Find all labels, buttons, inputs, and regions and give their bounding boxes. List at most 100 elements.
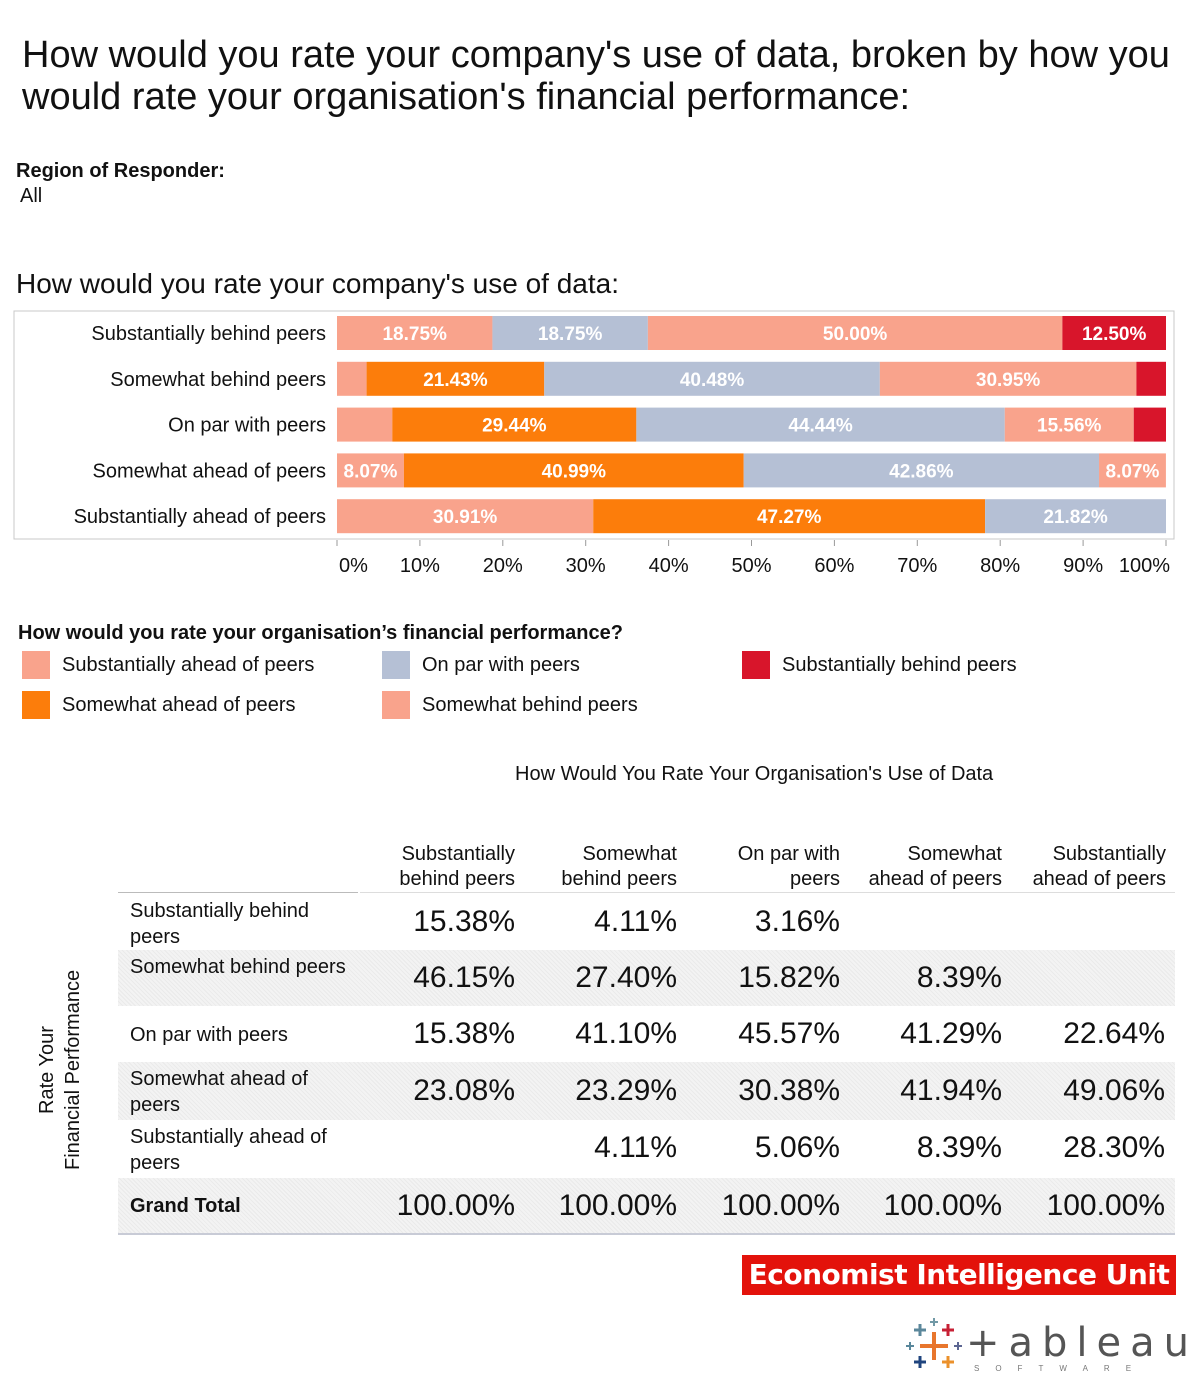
tick-label: 80%	[980, 555, 1020, 577]
table-cell	[842, 894, 1002, 950]
table-cell: 41.94%	[900, 1074, 1002, 1107]
category-label: Substantially ahead of peers	[74, 506, 326, 528]
bar-segment[interactable]	[593, 499, 986, 534]
legend-item-somewhat-ahead[interactable]: Somewhat ahead of peers	[22, 691, 296, 719]
data-label: 50.00%	[823, 324, 888, 345]
bar-segment[interactable]	[337, 453, 404, 488]
bar-segment[interactable]	[392, 407, 637, 442]
tick-label: 90%	[1063, 555, 1103, 577]
data-label: 47.27%	[757, 507, 822, 528]
legend-item-substantially-ahead[interactable]: Substantially ahead of peers	[22, 651, 314, 679]
bar-segment[interactable]	[337, 361, 367, 396]
bar-segment[interactable]	[492, 316, 648, 350]
column-header-line: ahead of peers	[868, 868, 1002, 890]
legend-item-substantially-behind[interactable]: Substantially behind peers	[742, 651, 1017, 679]
table-cell: 5.06%	[754, 1131, 840, 1164]
row-axis-label: Rate Your Financial Performance	[34, 965, 94, 1175]
table-cell: 27.40%	[575, 961, 677, 994]
bar-segment[interactable]	[544, 361, 880, 396]
table-cell: 49.06%	[1063, 1074, 1165, 1107]
legend-swatch	[22, 691, 50, 719]
legend-label: Somewhat ahead of peers	[62, 693, 296, 716]
tableau-wordmark: +ableau	[966, 1320, 1198, 1366]
legend-swatch	[382, 651, 410, 679]
data-label: 42.86%	[889, 461, 954, 482]
data-label: 21.43%	[423, 370, 488, 391]
legend-swatch	[22, 651, 50, 679]
table-cell: 23.29%	[575, 1074, 677, 1107]
tick-label: 30%	[566, 555, 606, 577]
table-cell: 30.38%	[738, 1074, 840, 1107]
table-cell: 4.11%	[594, 905, 677, 938]
data-label: 18.75%	[538, 324, 603, 345]
table-cell: 100.00%	[1046, 1188, 1165, 1222]
legend-swatch	[742, 651, 770, 679]
category-label: On par with peers	[168, 415, 326, 437]
table-cell: 23.08%	[413, 1074, 515, 1107]
bar-segment[interactable]	[1099, 453, 1166, 488]
legend-label: Substantially ahead of peers	[62, 653, 315, 676]
row-label: Substantially ahead of peers	[130, 1126, 327, 1174]
column-header-line: behind peers	[399, 868, 515, 890]
bar-segment[interactable]	[1133, 407, 1166, 442]
table-bottom-rule	[118, 1233, 1175, 1235]
data-label: 40.99%	[542, 461, 607, 482]
header-divider	[360, 892, 1175, 893]
eiu-logo: Economist Intelligence Unit	[742, 1255, 1176, 1295]
bar-segment[interactable]	[1062, 316, 1166, 350]
table-cell: 28.30%	[1063, 1131, 1165, 1164]
column-header-line: Somewhat	[582, 843, 678, 865]
column-header-line: On par with	[737, 843, 840, 865]
filter-label: Region of Responder:	[16, 160, 225, 182]
bar-segment[interactable]	[366, 361, 545, 396]
tick-label: 10%	[400, 555, 440, 577]
column-header-line: Somewhat	[907, 843, 1003, 865]
tableau-logo: +ableau SOFTWARE	[906, 1318, 1189, 1378]
tick-label: 20%	[483, 555, 523, 577]
data-label: 40.48%	[680, 370, 745, 391]
column-header: Somewhat ahead of peers	[842, 842, 1002, 894]
table-cell: 3.16%	[754, 905, 840, 938]
table-row: Somewhat ahead of peers 23.08% 23.29% 30…	[118, 1062, 1175, 1120]
filter-value[interactable]: All	[20, 185, 43, 207]
data-label: 30.95%	[976, 370, 1041, 391]
bar-segment[interactable]	[337, 407, 393, 442]
table-row: Substantially behind peers 15.38% 4.11% …	[118, 894, 1175, 950]
row-axis-label-line: Rate Your	[36, 1026, 58, 1114]
row-label: Grand Total	[130, 1194, 241, 1217]
bar-segment[interactable]	[743, 453, 1100, 488]
page-title: How would you rate your company's use of…	[22, 34, 1170, 118]
bar-segment[interactable]	[403, 453, 744, 488]
bar-segment[interactable]	[647, 316, 1063, 350]
table-cell: 45.57%	[738, 1017, 840, 1050]
tick-label: 0%	[339, 555, 368, 577]
bar-segment[interactable]	[636, 407, 1005, 442]
column-header-line: behind peers	[561, 868, 677, 890]
bar-segment[interactable]	[879, 361, 1137, 396]
bar-segment[interactable]	[337, 499, 594, 534]
tick-label: 40%	[649, 555, 689, 577]
legend-label: Substantially behind peers	[782, 653, 1017, 676]
table-cell: 4.11%	[594, 1131, 677, 1164]
table-title: How Would You Rate Your Organisation's U…	[515, 763, 994, 785]
legend-label: Somewhat behind peers	[422, 693, 638, 716]
table-cell: 100.00%	[721, 1188, 840, 1222]
table-cell: 22.64%	[1063, 1017, 1165, 1050]
tick-label: 70%	[897, 555, 937, 577]
column-header-line: Substantially	[1052, 843, 1166, 865]
row-label: On par with peers	[130, 1024, 288, 1046]
table-row-grand-total: Grand Total 100.00% 100.00% 100.00% 100.…	[118, 1178, 1175, 1233]
column-header-line: Substantially	[401, 843, 515, 865]
column-header: Substantially ahead of peers	[1006, 842, 1166, 894]
bar-segment[interactable]	[1136, 361, 1166, 396]
tick-label: 100%	[1119, 555, 1170, 577]
table-row: Substantially ahead of peers 4.11% 5.06%…	[118, 1120, 1175, 1176]
tick-label: 60%	[814, 555, 854, 577]
table-cell: 46.15%	[413, 961, 515, 994]
bar-segment[interactable]	[985, 499, 1166, 534]
legend-item-on-par[interactable]: On par with peers	[382, 651, 580, 679]
table-cell: 41.10%	[575, 1017, 677, 1050]
bar-segment[interactable]	[337, 316, 493, 350]
legend-item-somewhat-behind[interactable]: Somewhat behind peers	[382, 691, 638, 719]
bar-segment[interactable]	[1004, 407, 1134, 442]
